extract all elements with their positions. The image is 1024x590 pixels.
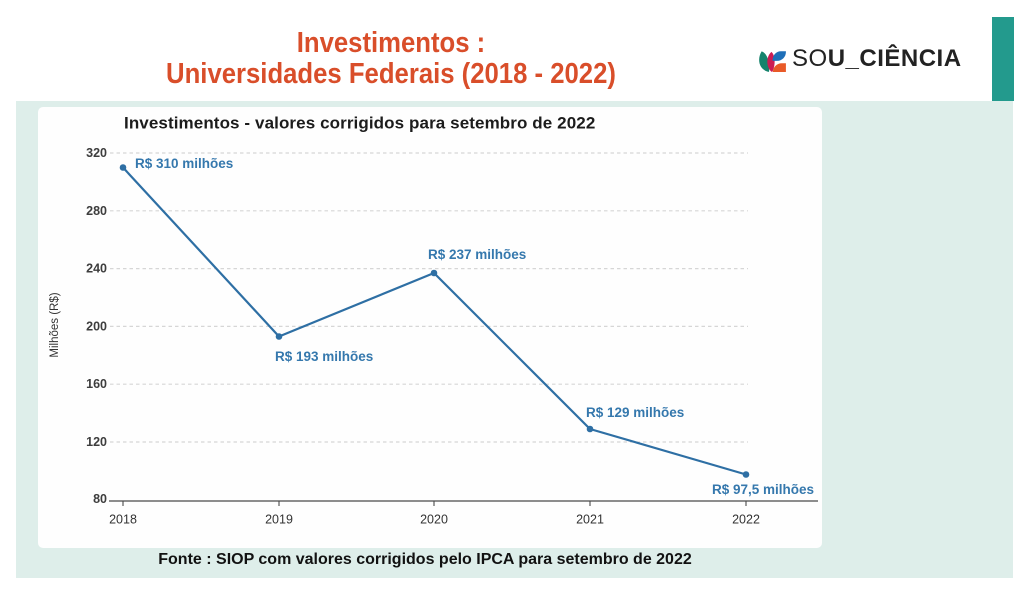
svg-text:R$ 97,5 milhões: R$ 97,5 milhões — [712, 482, 814, 497]
svg-text:2018: 2018 — [109, 513, 137, 527]
svg-text:2020: 2020 — [420, 513, 448, 527]
svg-text:320: 320 — [86, 146, 107, 160]
svg-text:160: 160 — [86, 377, 107, 391]
svg-text:240: 240 — [86, 262, 107, 276]
svg-text:2019: 2019 — [265, 513, 293, 527]
svg-text:200: 200 — [86, 319, 107, 333]
svg-text:2021: 2021 — [576, 513, 604, 527]
svg-text:Milhões (R$): Milhões (R$) — [49, 292, 61, 357]
svg-text:R$ 237 milhões: R$ 237 milhões — [428, 247, 526, 262]
svg-text:R$ 129 milhões: R$ 129 milhões — [586, 405, 684, 420]
svg-text:80: 80 — [93, 492, 107, 506]
svg-text:R$ 310 milhões: R$ 310 milhões — [135, 156, 233, 171]
svg-text:2022: 2022 — [732, 513, 760, 527]
svg-text:R$ 193 milhões: R$ 193 milhões — [275, 349, 373, 364]
svg-text:Investimentos - valores corrig: Investimentos - valores corrigidos para … — [124, 114, 595, 133]
svg-text:280: 280 — [86, 204, 107, 218]
svg-text:120: 120 — [86, 435, 107, 449]
